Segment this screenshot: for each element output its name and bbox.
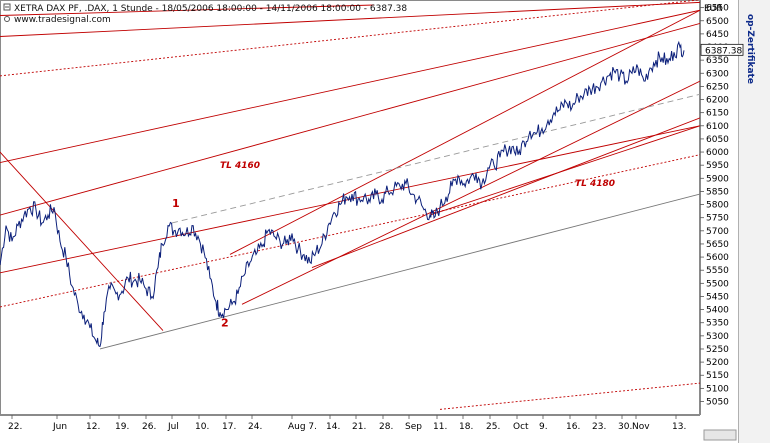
trendline [229, 9, 700, 255]
y-tick-label: 5700 [706, 227, 729, 237]
side-panel [738, 0, 770, 443]
x-tick-label: 10. [195, 422, 209, 432]
x-tick-label: 11. [433, 422, 447, 432]
currency-label: EUR [704, 4, 723, 14]
y-tick-label: 5600 [706, 253, 729, 263]
trendline [171, 93, 700, 224]
trendline-label: TL 4160 [220, 161, 260, 171]
plot-area [0, 0, 700, 415]
x-tick-label: Nov [632, 422, 650, 432]
x-tick-label: Jul [167, 422, 179, 432]
trendline [0, 9, 700, 163]
x-tick-label: 9. [539, 422, 548, 432]
x-tick-label: 25. [486, 422, 500, 432]
price-series-layer [0, 40, 685, 347]
trendline-label: TL 4180 [575, 179, 615, 189]
y-tick-label: 5850 [706, 187, 729, 197]
last-value-marker: 6387.38 [700, 43, 744, 56]
header-row: XETRA DAX PF, .DAX, 1 Stunde - 18/05/200… [3, 3, 407, 14]
x-tick-label: 22. [8, 422, 22, 432]
side-panel-label[interactable]: op-Zertifikate [745, 14, 755, 84]
y-tick-label: 6300 [706, 69, 729, 79]
x-tick-label: 23. [592, 422, 606, 432]
y-tick-label: 5250 [706, 345, 729, 355]
wave-label: 2 [221, 317, 229, 330]
y-tick-label: 5050 [706, 397, 729, 407]
trendline-layer [0, 0, 700, 410]
trendline [0, 151, 164, 331]
trendline [0, 154, 700, 308]
y-tick-label: 5200 [706, 358, 729, 368]
y-tick-label: 6000 [706, 148, 729, 158]
y-tick-label: 5400 [706, 306, 729, 316]
trendline [0, 22, 700, 216]
y-tick-label: 5950 [706, 161, 729, 171]
trendline [439, 382, 700, 410]
trendline [99, 193, 700, 350]
source-row: www.tradesignal.com [4, 15, 111, 25]
x-tick-label: 17. [222, 422, 236, 432]
y-tick-label: 5650 [706, 240, 729, 250]
x-tick-label: 30. [618, 422, 632, 432]
trendline [0, 1, 700, 37]
x-tick-label: Sep [405, 422, 422, 432]
y-tick-label: 6050 [706, 135, 729, 145]
y-tick-label: 5450 [706, 292, 729, 302]
y-tick-label: 5300 [706, 332, 729, 342]
y-tick-label: 5100 [706, 384, 729, 394]
y-tick-label: 6200 [706, 96, 729, 106]
x-tick-label: 18. [459, 422, 473, 432]
x-tick-layer: 22. Jun 12. 19. 26. Jul 10. 17. 24. Aug 7. 14. 21. 2… [8, 415, 686, 432]
y-tick-label: 6350 [706, 56, 729, 66]
x-tick-label: 24. [248, 422, 262, 432]
x-tick-label: 26. [142, 422, 156, 432]
last-value-box [700, 43, 744, 56]
x-tick-label: 14. [326, 422, 340, 432]
x-tick-label: 13. [672, 422, 686, 432]
scroll-handle[interactable] [703, 429, 737, 441]
y-tick-label: 6550 [706, 4, 729, 14]
trendline [311, 117, 700, 269]
trendline [429, 125, 700, 216]
chart-title: XETRA DAX PF, .DAX, 1 Stunde - 18/05/200… [14, 4, 407, 14]
y-tick-label: 5750 [706, 214, 729, 224]
x-tick-label: Jun [52, 422, 67, 432]
y-tick-label: 6100 [706, 122, 729, 132]
y-tick-label: 6150 [706, 109, 729, 119]
wave-label: 1 [172, 197, 180, 210]
y-tick-label: 5350 [706, 319, 729, 329]
y-axis-panel [700, 0, 738, 415]
y-tick-label: 5900 [706, 174, 729, 184]
x-tick-label: Aug 7. [288, 422, 317, 432]
x-tick-label: 16. [566, 422, 580, 432]
annotation-layer: TL 4160 TL 4180 1 2 [172, 161, 615, 330]
y-tick-label: 6500 [706, 17, 729, 27]
y-tick-label: 5500 [706, 279, 729, 289]
x-tick-label: 21. [352, 422, 366, 432]
x-tick-label: Oct [513, 422, 529, 432]
trendline [0, 4, 375, 16]
y-tick-label: 5800 [706, 201, 729, 211]
last-value-label: 6387.38 [705, 46, 742, 56]
price-line [0, 40, 685, 347]
x-tick-label: 12. [86, 422, 100, 432]
bullet-icon [4, 16, 10, 22]
y-tick-label: 5150 [706, 371, 729, 381]
x-tick-label: 19. [115, 422, 129, 432]
x-tick-label: 28. [379, 422, 393, 432]
y-tick-label: 6450 [706, 30, 729, 40]
y-tick-label: 6250 [706, 82, 729, 92]
y-tick-label: 5550 [706, 266, 729, 276]
source-label: www.tradesignal.com [14, 15, 111, 25]
trendline [241, 80, 700, 305]
trendline [0, 0, 700, 77]
expand-icon[interactable] [3, 3, 11, 11]
